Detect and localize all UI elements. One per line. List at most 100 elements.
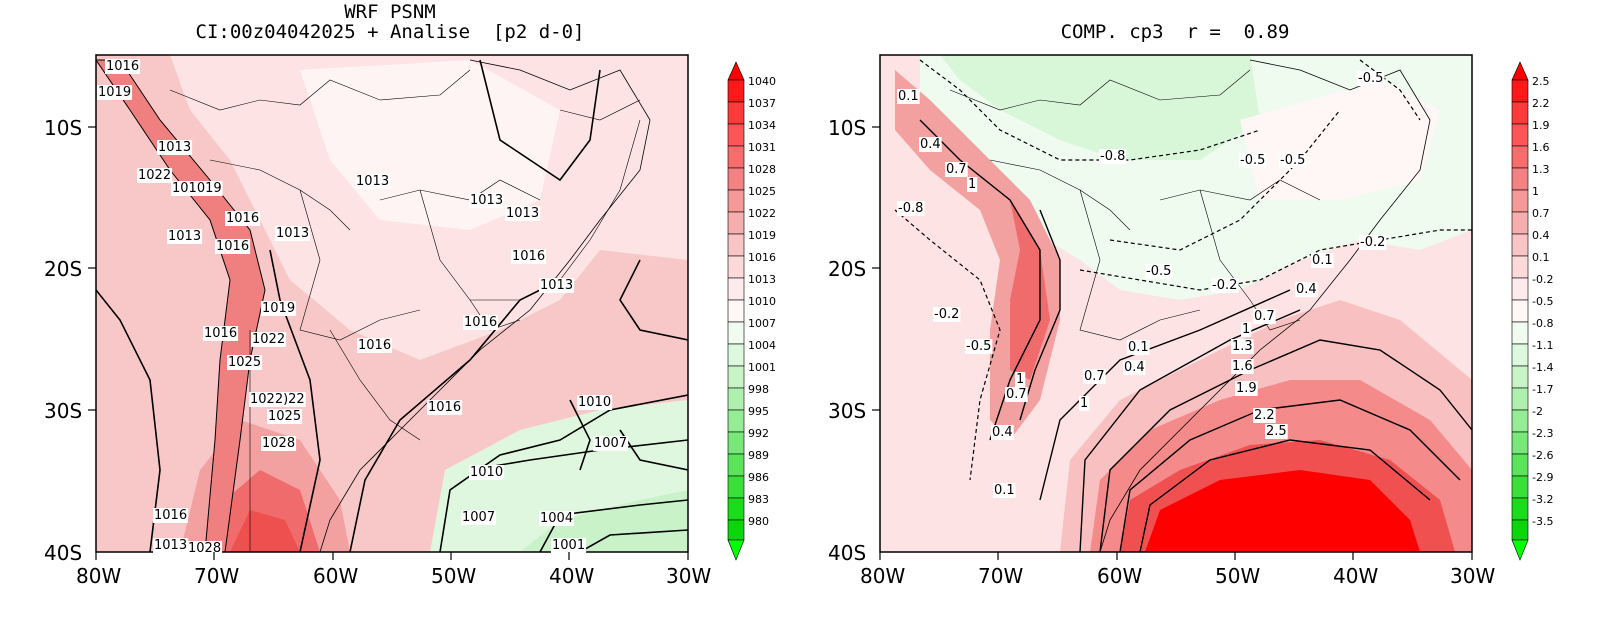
right-cb-label: -1.7 — [1532, 383, 1554, 396]
contour-label-bg — [897, 201, 925, 216]
contour-label-bg — [153, 508, 189, 523]
left-cb-label: 995 — [748, 405, 769, 418]
contour-label-bg — [1253, 408, 1276, 423]
right-clabel: 0.4 — [1296, 282, 1317, 297]
contour-label-bg — [1123, 360, 1146, 375]
contour-label-bg — [137, 168, 173, 183]
left-clabel: 1019 — [262, 301, 295, 316]
contour-label-bg — [511, 249, 547, 264]
left-clabel: 1013 — [470, 193, 503, 208]
left-clabel: 1028 — [262, 436, 295, 451]
right-lat-label: 30S — [828, 399, 867, 423]
right-clabel: 1.9 — [1236, 381, 1257, 396]
left-lat-label: 30S — [44, 399, 83, 423]
contour-label-bg — [1005, 387, 1028, 402]
contour-label-bg — [1145, 264, 1173, 279]
contour-label-bg — [469, 465, 505, 480]
contour-label-bg — [167, 229, 203, 244]
contour-label-bg — [1083, 369, 1106, 384]
contour-label-bg — [1231, 359, 1254, 374]
contour-label-bg — [1295, 282, 1318, 297]
contour-label-bg — [945, 162, 968, 177]
right-clabel: 0.7 — [1084, 369, 1105, 384]
left-borders — [169, 69, 641, 552]
left-field-green2 — [520, 490, 688, 552]
left-clabel: 1010 — [578, 395, 611, 410]
contour-label-bg — [577, 395, 613, 410]
left-clabel: 1019 — [98, 85, 131, 100]
contour-label-bg — [1231, 339, 1254, 354]
contour-label-bg — [275, 226, 311, 241]
right-cb-label: -3.5 — [1532, 515, 1554, 528]
left-field-red3 — [230, 510, 300, 552]
left-clabel: 1013 — [154, 538, 187, 553]
right-clabel: 0.7 — [1254, 309, 1275, 324]
right-cb-label: -1.4 — [1532, 361, 1554, 374]
left-cb-label: 1022 — [748, 207, 776, 220]
contour-label-bg — [267, 409, 303, 424]
contour-label-bg — [1253, 309, 1276, 324]
left-clabel: 1013 — [158, 140, 191, 155]
contour-label-bg — [991, 425, 1014, 440]
left-cb-label: 1031 — [748, 141, 776, 154]
contour-label-bg — [355, 174, 391, 189]
contour-label-bg — [1015, 372, 1026, 387]
left-clabel: 1025 — [268, 409, 301, 424]
contour-label-bg — [97, 85, 133, 100]
right-clabel: 0.4 — [920, 137, 941, 152]
contour-label-bg — [427, 400, 463, 415]
contour-label-bg — [261, 436, 297, 451]
left-lat-label: 20S — [44, 257, 83, 281]
left-clabel: 1016 — [464, 315, 497, 330]
right-ticks — [872, 126, 1473, 560]
right-clabel: 0.1 — [1312, 253, 1333, 268]
right-clabel: 1.6 — [1232, 359, 1253, 374]
right-lon-label: 60W — [1097, 564, 1143, 588]
contour-label-bg — [249, 392, 306, 407]
right-clabel: -0.5 — [1146, 264, 1171, 279]
left-clabel: 1004 — [540, 511, 573, 526]
contour-label-bg — [261, 301, 297, 316]
left-cb-label: 1025 — [748, 185, 776, 198]
left-cb-label: 1007 — [748, 317, 776, 330]
left-lat-label: 10S — [44, 116, 83, 140]
contour-label-bg — [357, 338, 393, 353]
contour-label-bg — [551, 538, 587, 553]
left-clabel: 1022 — [252, 332, 285, 347]
left-frame — [95, 54, 689, 553]
left-lon-label: 70W — [194, 564, 240, 588]
right-field-andes2 — [1010, 200, 1050, 380]
right-clabel: 1 — [1016, 372, 1024, 387]
left-lon-label: 60W — [313, 564, 359, 588]
left-clabel: 1016 — [428, 400, 461, 415]
right-cb-label: -2.9 — [1532, 471, 1554, 484]
right-colorbar — [1511, 61, 1529, 561]
contour-label-bg — [539, 278, 575, 293]
left-clabel: 1016 — [204, 326, 237, 341]
contour-label-bg — [933, 307, 961, 322]
right-cb-label: 0.7 — [1532, 207, 1550, 220]
contour-label-bg — [1265, 424, 1288, 439]
contour-label-bg — [1241, 322, 1252, 337]
contour-label-bg — [1211, 278, 1239, 293]
right-clabel: 2.2 — [1254, 408, 1275, 423]
right-clabel: 0.4 — [1124, 360, 1145, 375]
right-contour-labels: 0.1 0.4 0.7 1 -0.8 -0.8 -0.5 -0.5 -0.5 -… — [897, 71, 1387, 498]
contour-label-bg — [1235, 381, 1258, 396]
left-cb-label: 998 — [748, 383, 769, 396]
left-ticks — [88, 126, 689, 560]
right-cb-label: 1.3 — [1532, 163, 1550, 176]
right-cb-label: -0.8 — [1532, 317, 1554, 330]
contour-label-bg — [157, 140, 193, 155]
right-field-red4 — [1145, 470, 1420, 552]
right-clabel: 0.4 — [992, 425, 1013, 440]
left-cb-label: 1040 — [748, 75, 776, 88]
contour-label-bg — [1079, 396, 1090, 411]
left-andes — [96, 59, 266, 552]
contour-label-bg — [593, 436, 629, 451]
right-cb-label: -1.1 — [1532, 339, 1554, 352]
left-clabel: 1013 — [276, 226, 309, 241]
contour-label-bg — [919, 137, 942, 152]
right-cb-label: -2 — [1532, 405, 1543, 418]
left-coastline — [319, 59, 651, 552]
